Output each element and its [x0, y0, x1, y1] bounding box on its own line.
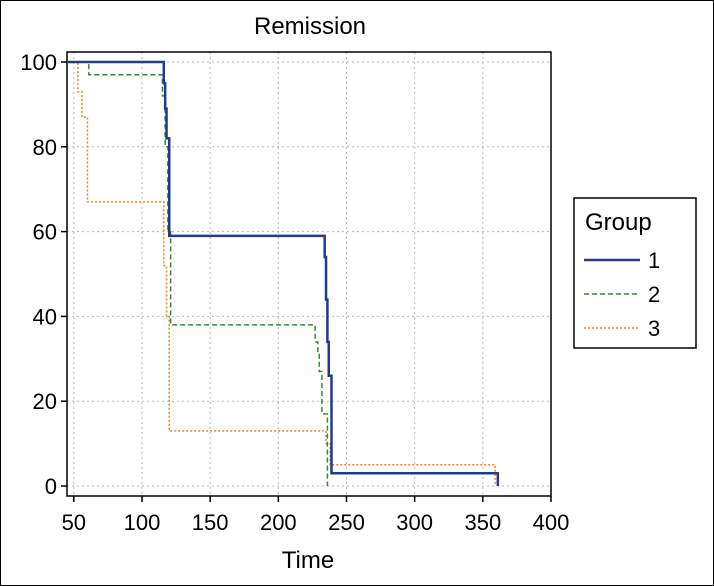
legend-label-2: 2 — [648, 282, 660, 307]
legend-label-3: 3 — [648, 316, 660, 341]
x-tick-label: 150 — [192, 510, 229, 535]
y-tick-label: 60 — [33, 220, 57, 245]
y-tick-label: 20 — [33, 389, 57, 414]
legend-items: 1 2 3 — [584, 248, 660, 341]
x-tick-label: 100 — [124, 510, 161, 535]
y-tick-label: 40 — [33, 304, 57, 329]
series-line-3 — [67, 61, 496, 486]
legend-label-1: 1 — [648, 248, 660, 273]
y-tick-label: 0 — [45, 474, 57, 499]
x-tick-label: 350 — [464, 510, 501, 535]
legend-title: Group — [585, 209, 652, 236]
x-tick-label: 200 — [260, 510, 297, 535]
tick-layer: 50 100 150 200 250 300 350 400 0 20 40 60 80 100 — [20, 50, 569, 535]
x-axis-label: Time — [282, 547, 334, 574]
legend-box — [573, 197, 697, 349]
x-tick-label: 300 — [396, 510, 433, 535]
series-line-1 — [67, 60, 500, 486]
series-layer — [67, 60, 500, 486]
x-tick-label: 400 — [533, 510, 570, 535]
legend: Group 1 2 3 — [573, 197, 697, 349]
x-tick-label: 50 — [62, 510, 86, 535]
series-line-2 — [67, 61, 329, 486]
y-tick-label: 100 — [20, 50, 57, 75]
y-tick-label: 80 — [33, 135, 57, 160]
grid-layer — [67, 52, 552, 496]
plot-area — [66, 51, 552, 497]
x-tick-label: 250 — [328, 510, 365, 535]
chart-title: Remission — [254, 13, 366, 40]
